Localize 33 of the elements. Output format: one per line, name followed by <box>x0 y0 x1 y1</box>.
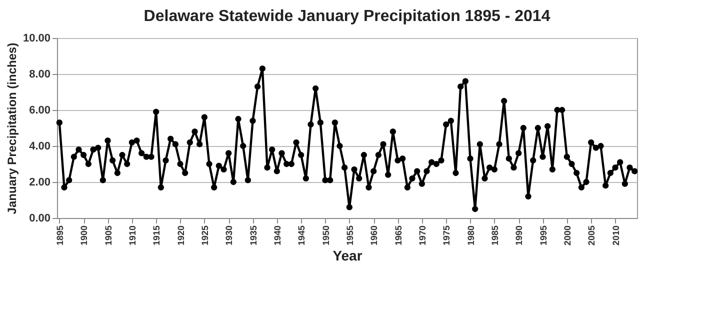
x-tick-label: 1990 <box>514 226 524 246</box>
y-tick-label: 2.00 <box>29 176 50 188</box>
x-tick-label: 1965 <box>393 226 404 246</box>
x-tick-label: 2005 <box>586 226 597 246</box>
x-tick-label: 1980 <box>466 226 476 246</box>
chart-title: Delaware Statewide January Precipitation 1895 - 2014 <box>144 8 550 25</box>
y-tick-label: 8.00 <box>29 68 50 80</box>
x-tick-label: 1985 <box>490 226 500 246</box>
x-tick-label: 1895 <box>54 226 65 246</box>
x-tick-label: 1945 <box>296 226 307 246</box>
x-tick-label: 1975 <box>442 226 452 246</box>
x-tick-label: 1910 <box>127 226 138 246</box>
y-axis-title: January Precipitation (inches) <box>4 42 19 214</box>
y-tick-label: 4.00 <box>29 140 50 152</box>
x-tick-label: 1925 <box>200 226 210 246</box>
x-tick-label: 1915 <box>152 226 162 246</box>
y-tick-label: 10.00 <box>22 32 50 44</box>
x-tick-label: 1920 <box>176 226 186 246</box>
x-tick-label: 2010 <box>610 226 621 246</box>
x-tick-label: 1960 <box>369 226 380 246</box>
x-tick-label: 1950 <box>320 226 331 246</box>
x-tick-label: 1940 <box>272 226 282 246</box>
y-tick-label: 0.00 <box>29 212 50 224</box>
x-axis-title: Year <box>332 248 363 264</box>
x-tick-label: 2000 <box>562 226 572 246</box>
x-tick-label: 1930 <box>224 226 234 246</box>
y-tick-label: 6.00 <box>29 104 50 116</box>
x-tick-label: 1905 <box>103 226 114 246</box>
x-tick-label: 1955 <box>344 226 355 246</box>
x-tick-label: 1995 <box>538 226 548 246</box>
x-tick-label: 1900 <box>79 226 90 246</box>
x-tick-label: 1970 <box>417 226 428 246</box>
x-tick-label: 1935 <box>248 226 258 246</box>
